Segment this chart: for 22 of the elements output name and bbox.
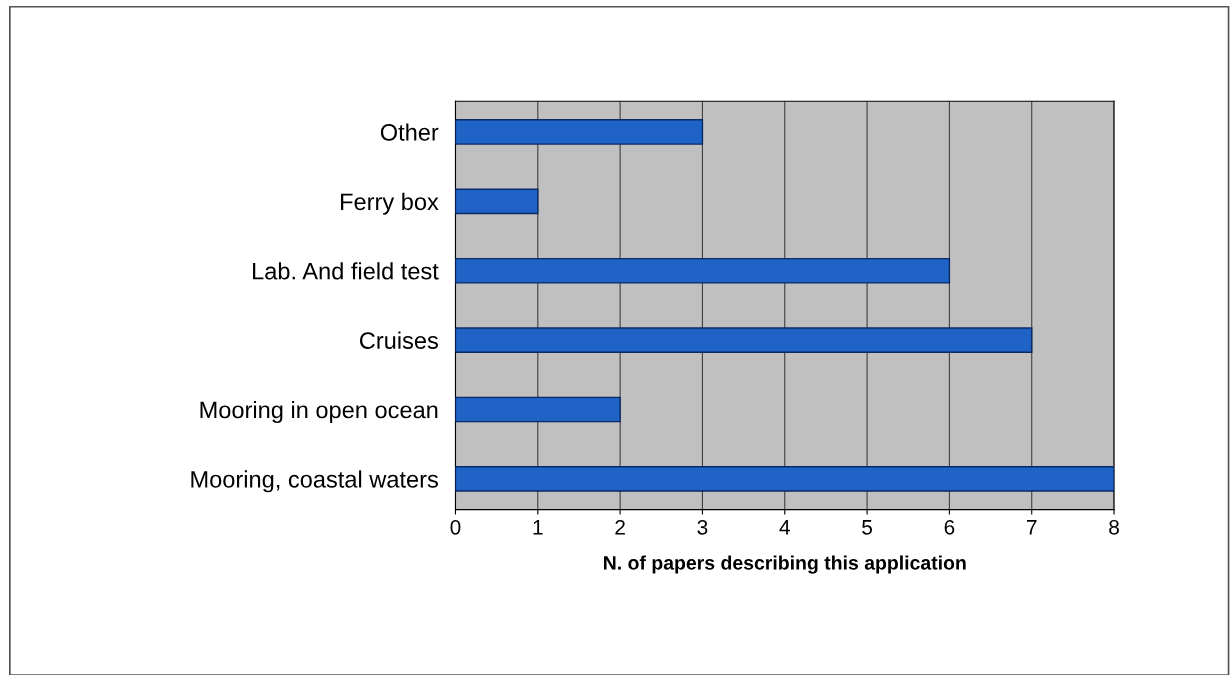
bar — [455, 119, 704, 145]
y-tick-label: Cruises — [359, 331, 438, 349]
y-tick-label: Mooring in open ocean — [200, 400, 438, 423]
x-tick-label: 8 — [1109, 519, 1119, 535]
x-axis-title: N. of papers describing this application — [604, 555, 966, 574]
bar — [455, 466, 1115, 492]
y-tick-label: Lab. And field test — [253, 262, 439, 280]
x-tick-label: 7 — [1027, 520, 1037, 535]
bar — [455, 396, 621, 423]
x-tick-label: 1 — [533, 520, 543, 535]
y-tick-label: Mooring, coastal waters — [191, 470, 438, 493]
y-tick-label: Ferry box — [341, 192, 439, 215]
bar — [455, 257, 951, 284]
x-tick-label: 0 — [450, 519, 461, 535]
x-tick-label: 5 — [862, 520, 873, 535]
x-tick-label: 4 — [779, 520, 790, 535]
x-tick-label: 3 — [697, 519, 708, 535]
x-tick-label: 2 — [615, 519, 625, 535]
x-tick-label: 6 — [944, 519, 955, 535]
y-tick-label: Other — [380, 123, 439, 141]
bar — [455, 327, 1033, 353]
bar — [455, 188, 539, 215]
